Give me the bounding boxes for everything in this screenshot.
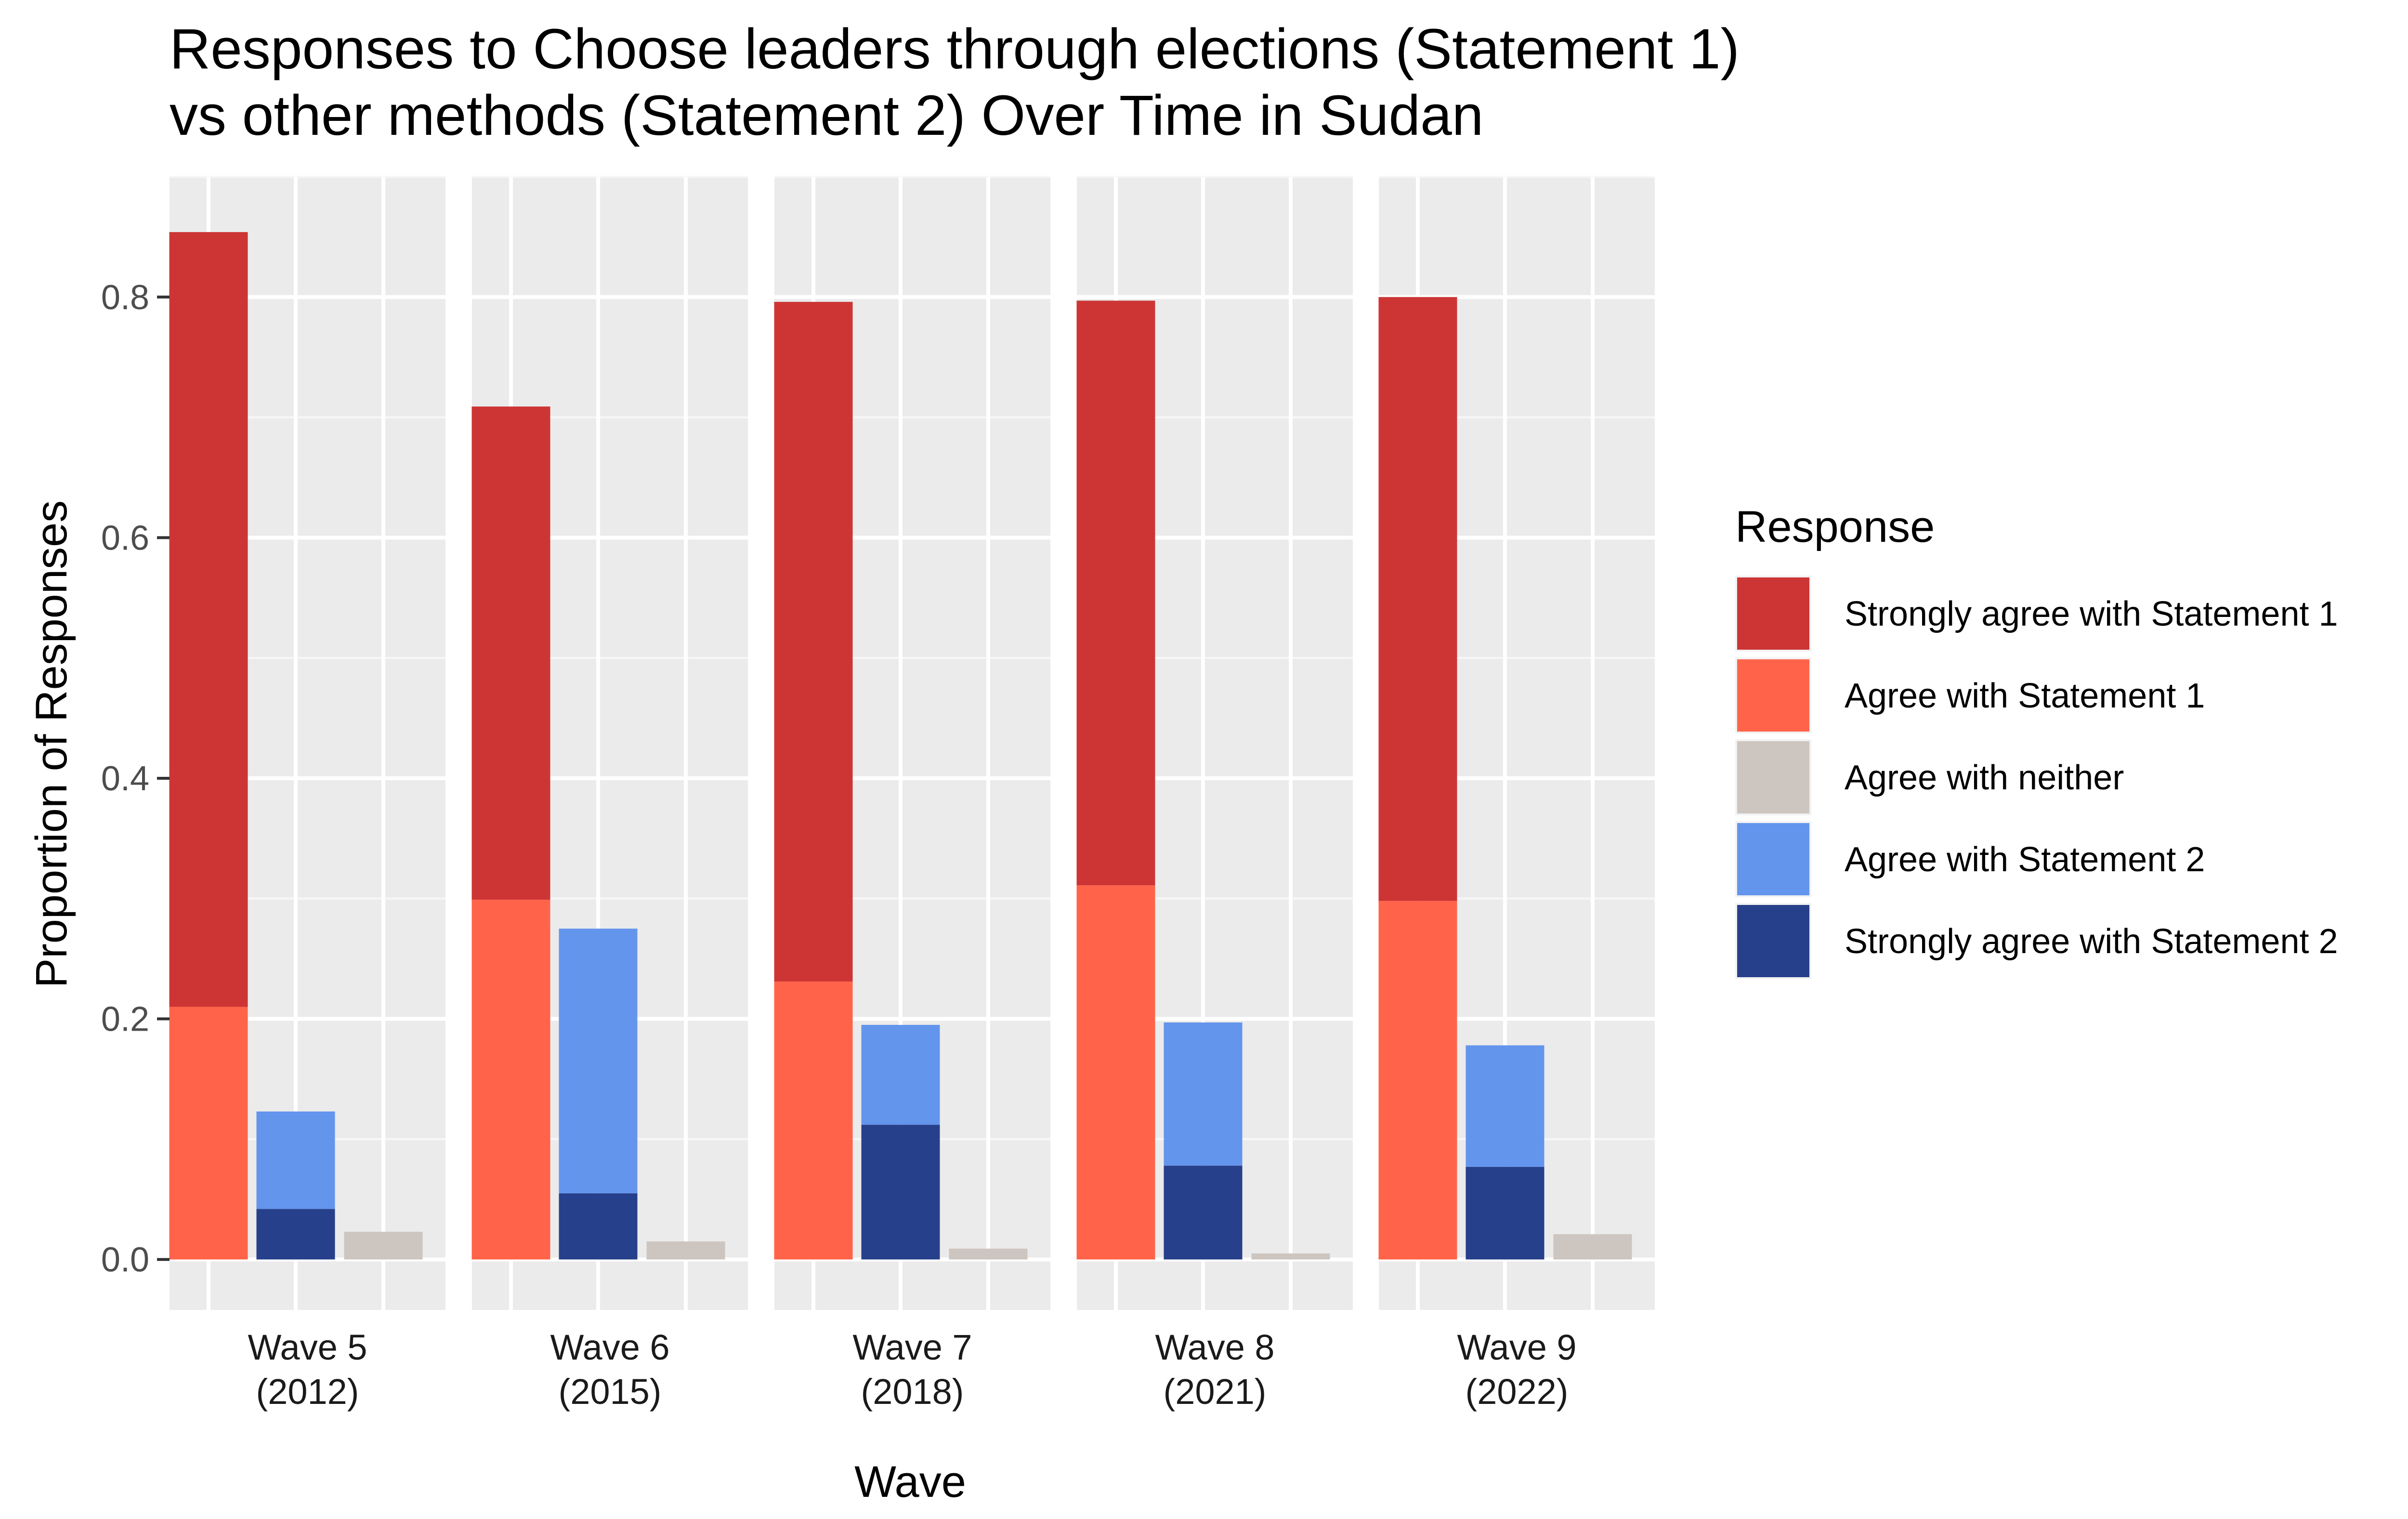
legend-item-agree-with-statement-2: Agree with Statement 2	[1735, 821, 2205, 897]
facet-label-year: (2012)	[256, 1372, 359, 1412]
legend-label: Agree with neither	[1845, 759, 2124, 797]
bar-agree-with-neither	[1251, 1253, 1330, 1260]
facet-label-wave: Wave 9	[1457, 1327, 1576, 1367]
bar-agree-with-statement-1	[774, 982, 853, 1260]
legend-swatch	[1737, 741, 1809, 813]
legend-swatch	[1737, 577, 1809, 650]
title-line-1: Responses to Choose leaders through elec…	[170, 17, 1740, 81]
bar-strongly-agree-with-statement-2	[861, 1125, 940, 1260]
panel-3: Wave 7 (2018)	[774, 176, 1050, 1412]
legend-label: Agree with Statement 1	[1845, 677, 2205, 715]
bar-strongly-agree-with-statement-1	[774, 301, 853, 982]
title-line-2: vs other methods (Statement 2) Over Time…	[170, 84, 1483, 147]
legend-item-strongly-agree-with-statement-1: Strongly agree with Statement 1	[1735, 576, 2338, 652]
bar-agree-with-neither	[949, 1248, 1028, 1260]
facet-label-wave: Wave 8	[1155, 1327, 1274, 1367]
facet-label-wave: Wave 5	[248, 1327, 367, 1367]
bar-strongly-agree-with-statement-2	[1466, 1166, 1544, 1260]
legend-item-agree-with-neither: Agree with neither	[1735, 739, 2124, 815]
y-tick-label: 0.4	[101, 760, 149, 798]
facet-panels: Wave 5(2012)Wave 6(2015)Wave 7(2018)Wave…	[169, 176, 1655, 1412]
legend-swatch	[1737, 659, 1809, 732]
bar-strongly-agree-with-statement-2	[559, 1193, 638, 1260]
bar-agree-with-neither	[1553, 1234, 1632, 1260]
facet-label-wave: Wave 6	[550, 1327, 669, 1367]
bar-agree-with-statement-2	[861, 1025, 940, 1125]
panel-4: Wave 8 (2021)	[1076, 176, 1353, 1412]
y-axis: 0.0 0.2 0.4 0.6 0.8	[101, 278, 170, 1279]
bar-strongly-agree-with-statement-2	[1164, 1165, 1243, 1260]
y-tick-label: 0.0	[101, 1241, 149, 1279]
bar-agree-with-statement-1	[1378, 901, 1457, 1260]
legend-label: Agree with Statement 2	[1845, 840, 2205, 879]
bar-agree-with-statement-1	[471, 900, 550, 1260]
legend-title: Response	[1735, 502, 1935, 551]
bar-strongly-agree-with-statement-1	[169, 232, 248, 1007]
bar-agree-with-statement-2	[1164, 1022, 1243, 1166]
facet-label-year: (2021)	[1164, 1372, 1267, 1412]
bar-agree-with-neither	[646, 1241, 725, 1260]
bar-agree-with-neither	[344, 1231, 423, 1260]
facet-label-year: (2022)	[1466, 1372, 1569, 1412]
bar-strongly-agree-with-statement-1	[1076, 301, 1155, 886]
legend-label: Strongly agree with Statement 1	[1845, 595, 2338, 633]
legend-label: Strongly agree with Statement 2	[1845, 922, 2338, 961]
panel-1: Wave 5 (2012)	[169, 176, 445, 1412]
y-tick-label: 0.6	[101, 519, 149, 557]
bar-agree-with-statement-2	[256, 1111, 335, 1209]
legend-item-agree-with-statement-1: Agree with Statement 1	[1735, 657, 2205, 733]
y-tick-label: 0.2	[101, 1000, 149, 1039]
legend-swatch	[1737, 905, 1809, 977]
bar-agree-with-statement-1	[1076, 885, 1155, 1260]
y-tick-label: 0.8	[101, 278, 149, 317]
legend: Response Strongly agree with Statement 1…	[1735, 502, 2338, 979]
bar-strongly-agree-with-statement-1	[1378, 297, 1457, 901]
panel-2: Wave 6 (2015)	[471, 176, 748, 1412]
bar-agree-with-statement-2	[1466, 1045, 1544, 1167]
y-axis-title: Proportion of Responses	[27, 500, 76, 988]
chart-title: Responses to Choose leaders through elec…	[170, 17, 1740, 147]
bar-strongly-agree-with-statement-2	[256, 1209, 335, 1260]
panel-5: Wave 9 (2022)	[1378, 176, 1655, 1412]
x-axis-title: Wave	[854, 1457, 966, 1506]
legend-swatch	[1737, 823, 1809, 895]
bar-agree-with-statement-1	[169, 1007, 248, 1260]
facet-label-year: (2015)	[559, 1372, 662, 1412]
bar-agree-with-statement-2	[559, 929, 638, 1193]
legend-item-strongly-agree-with-statement-2: Strongly agree with Statement 2	[1735, 903, 2338, 979]
facet-label-year: (2018)	[861, 1372, 964, 1412]
facet-label-wave: Wave 7	[852, 1327, 972, 1367]
bar-strongly-agree-with-statement-1	[471, 406, 550, 900]
